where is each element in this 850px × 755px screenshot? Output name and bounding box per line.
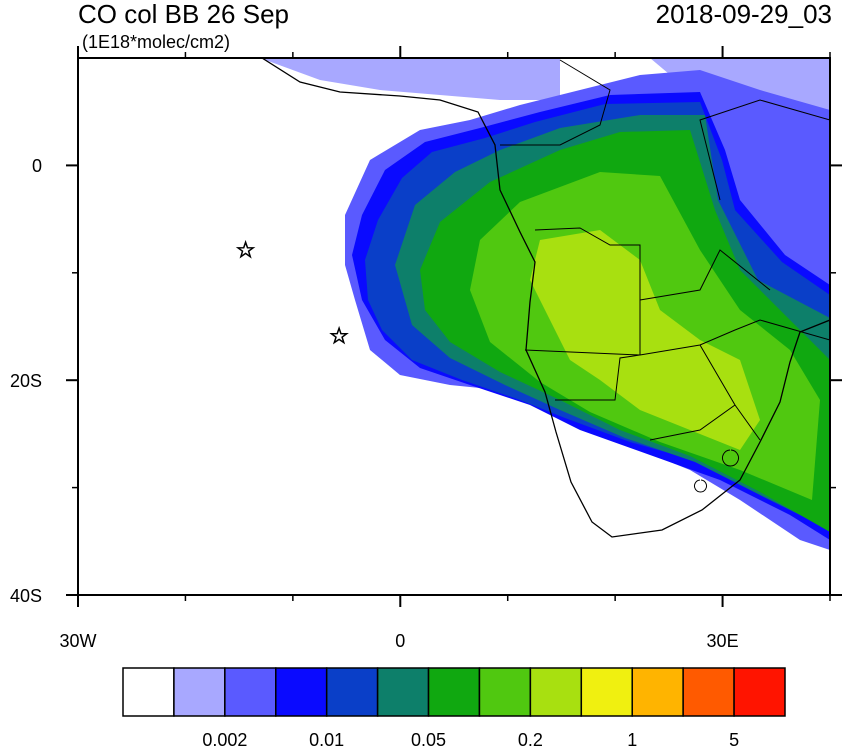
- y-tick-label: 20S: [10, 371, 42, 391]
- x-tick-label: 30E: [707, 631, 739, 651]
- colorbar-box: [529, 667, 583, 717]
- colorbar-box: [733, 667, 786, 717]
- colorbar-label: 5: [729, 730, 739, 750]
- y-tick-label: 40S: [10, 586, 42, 606]
- colorbar-box: [275, 667, 328, 717]
- colorbar-box: [478, 667, 532, 717]
- station-marker: [329, 325, 349, 345]
- colorbar-box: [325, 667, 379, 717]
- x-tick-label: 30W: [59, 631, 96, 651]
- timestamp: 2018-09-29_03: [656, 0, 832, 29]
- title: CO col BB 26 Sep: [78, 0, 289, 29]
- colorbar-box: [376, 667, 430, 717]
- colorbar-label: 1: [627, 730, 637, 750]
- colorbar-label: 0.002: [202, 730, 247, 750]
- colorbar-box: [173, 667, 226, 717]
- colorbar-box: [682, 667, 735, 717]
- colorbar-label: 0.01: [309, 730, 344, 750]
- station-marker: [235, 239, 256, 259]
- colorbar-box: [427, 667, 481, 717]
- colorbar-label: 0.05: [411, 730, 446, 750]
- units: (1E18*molec/cm2): [82, 32, 230, 52]
- colorbar-box: [224, 667, 277, 717]
- colorbar-label: 0.2: [518, 730, 543, 750]
- colorbar-box: [122, 667, 175, 717]
- colorbar-box: [631, 667, 684, 717]
- field: [260, 58, 830, 550]
- y-tick-label: 0: [32, 156, 42, 176]
- frame: [77, 57, 831, 596]
- x-tick-label: 0: [395, 631, 405, 651]
- colorbar-box: [580, 667, 633, 717]
